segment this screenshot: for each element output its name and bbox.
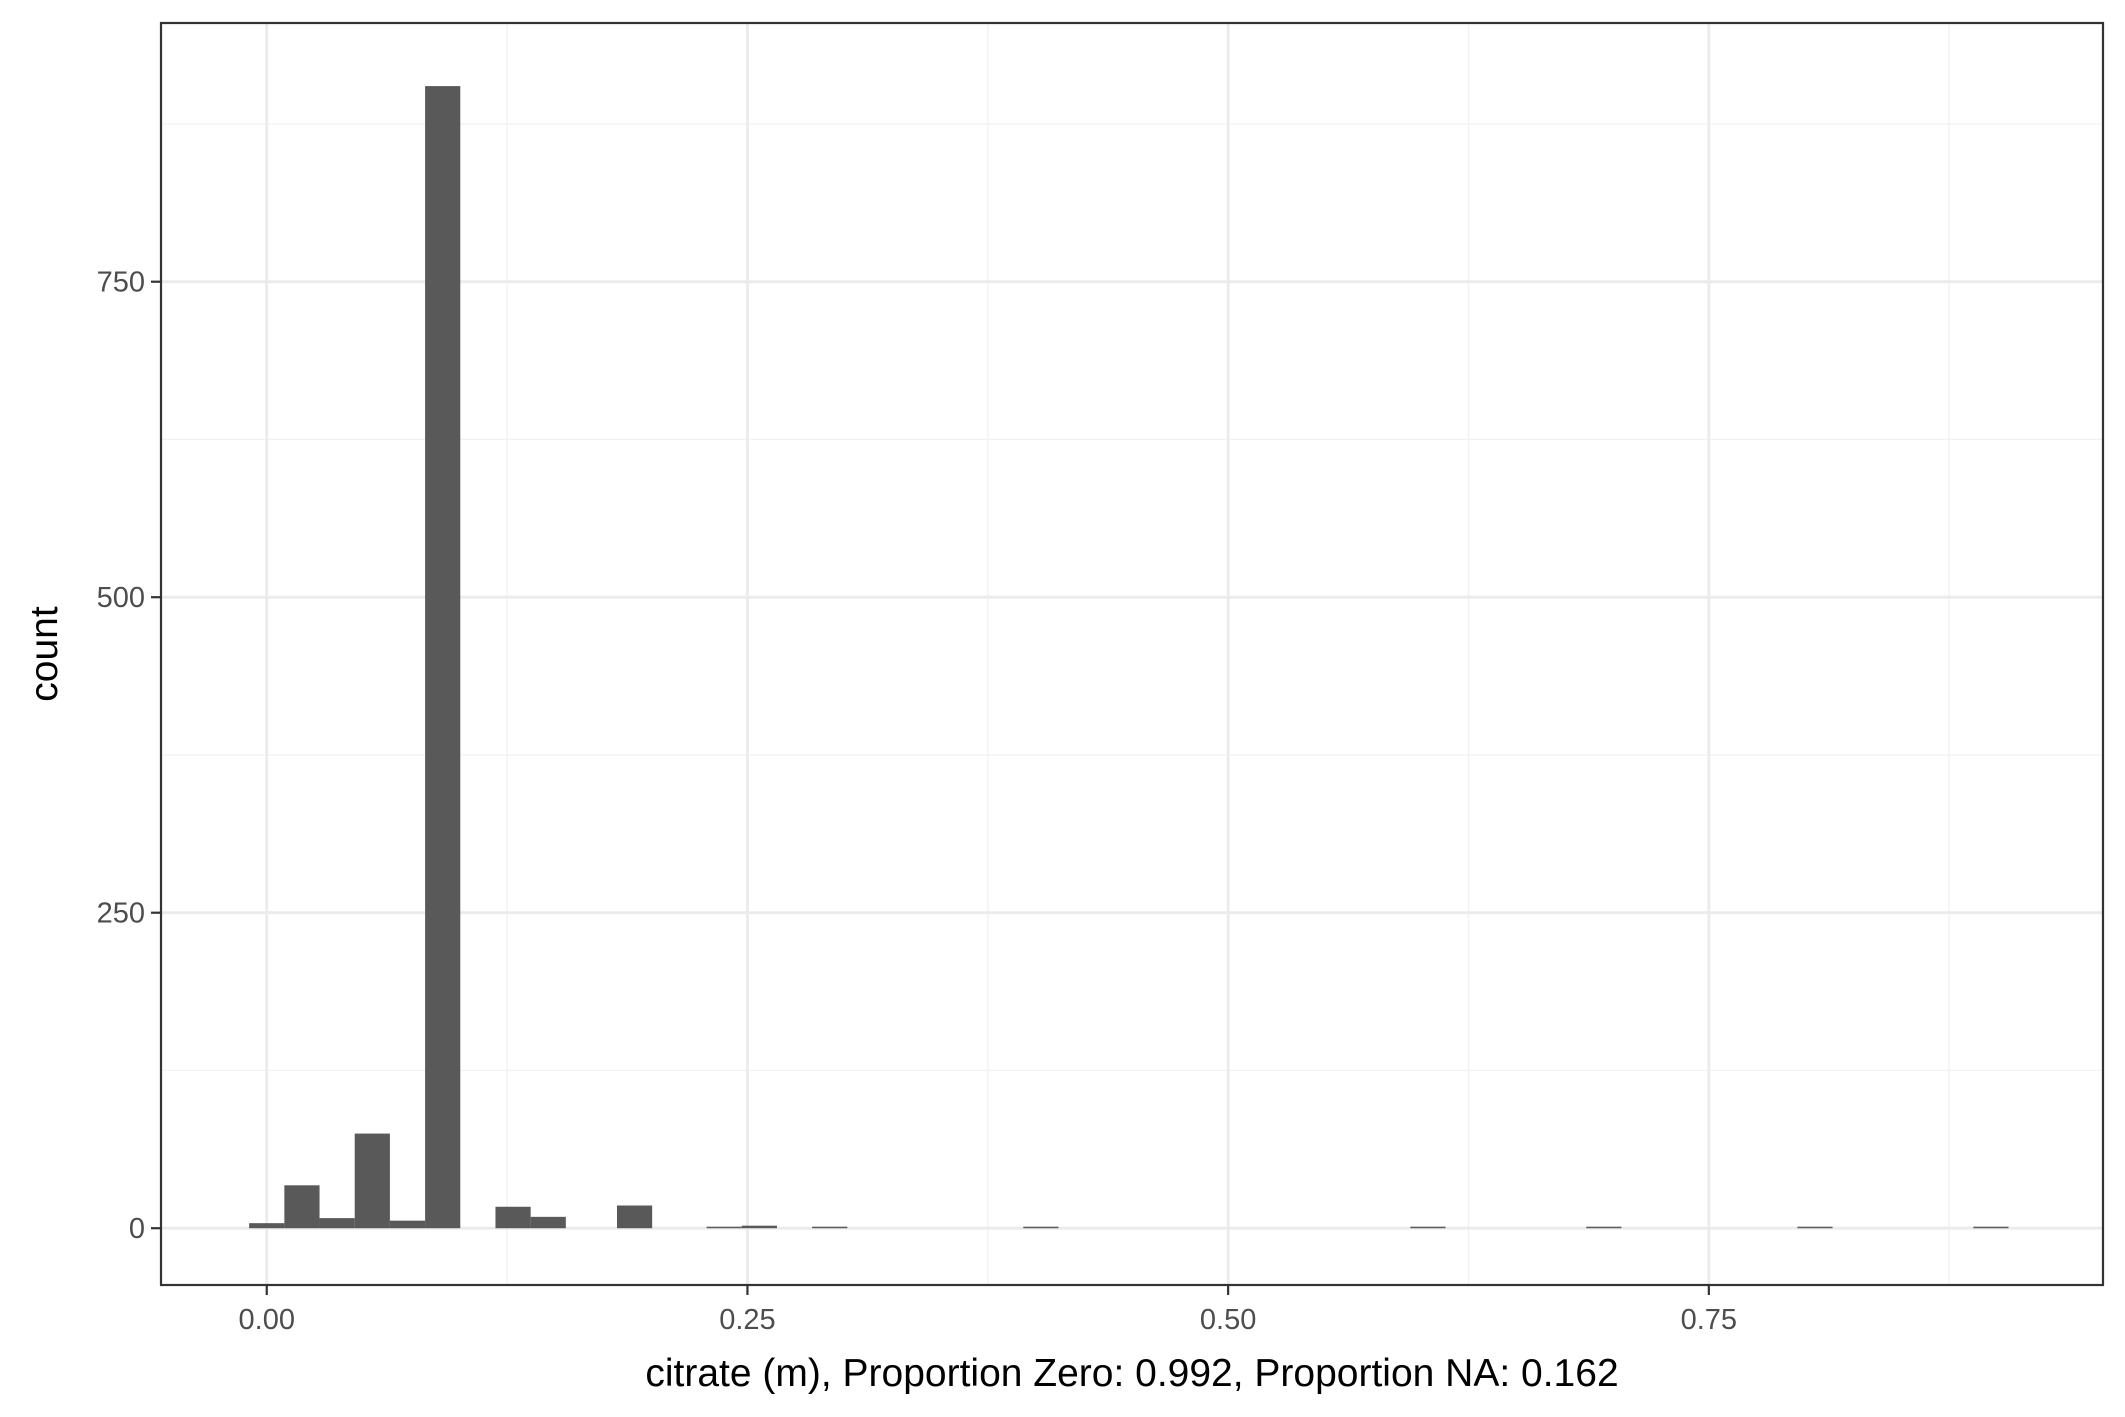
histogram-bar [319, 1218, 355, 1229]
panel-border [159, 21, 2105, 1287]
x-tick-label: 0.25 [719, 1304, 775, 1336]
x-tick-label: 0.50 [1200, 1304, 1256, 1336]
x-axis-title: citrate (m), Proportion Zero: 0.992, Pro… [645, 1352, 1618, 1395]
histogram-bar [425, 86, 461, 1229]
minor-gridlines [161, 23, 2103, 1285]
y-tick-label: 750 [97, 267, 145, 299]
y-tick-label: 0 [129, 1213, 145, 1245]
histogram-bar [389, 1220, 426, 1229]
y-tick-label: 500 [97, 582, 145, 614]
histogram-bar [284, 1185, 320, 1229]
x-axis: 0.00 0.25 0.50 0.75 [239, 1285, 1737, 1336]
histogram-bar [1797, 1226, 1833, 1229]
histogram-bar [1410, 1226, 1446, 1229]
histogram-bars [249, 86, 2009, 1229]
x-tick-label: 0.00 [239, 1304, 295, 1336]
y-axis-title: count [23, 606, 66, 702]
histogram-bar [249, 1223, 285, 1229]
histogram-bar [741, 1225, 777, 1229]
y-axis: 0 250 500 750 [97, 267, 161, 1245]
histogram-bar [530, 1216, 566, 1229]
histogram-bar [1586, 1226, 1622, 1229]
histogram-bar [1023, 1226, 1059, 1229]
histogram-bar [812, 1226, 848, 1229]
major-gridlines [161, 23, 2103, 1285]
histogram-bar [354, 1133, 390, 1229]
histogram-bar [616, 1205, 653, 1229]
x-tick-label: 0.75 [1681, 1304, 1737, 1336]
histogram-bar [1973, 1226, 2009, 1229]
y-tick-label: 250 [97, 898, 145, 930]
histogram-bar [495, 1206, 531, 1229]
histogram-bar [706, 1226, 742, 1229]
